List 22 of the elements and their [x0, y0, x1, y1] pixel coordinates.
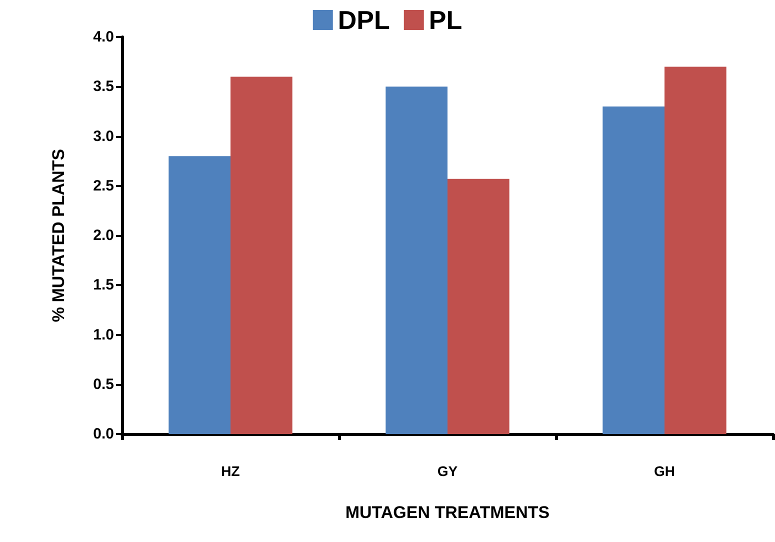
legend-label: DPL	[338, 5, 390, 35]
y-tick-label: 3.0	[93, 128, 114, 145]
y-tick-label: 0.5	[93, 376, 114, 393]
y-tick-label: 2.0	[93, 227, 114, 244]
x-tick-label: GY	[437, 463, 458, 479]
x-axis-title: MUTAGEN TREATMENTS	[345, 503, 550, 522]
y-tick-label: 1.0	[93, 326, 114, 344]
bar	[230, 76, 292, 434]
bar	[664, 66, 726, 434]
bar	[168, 156, 230, 434]
x-tick-label: HZ	[221, 463, 240, 479]
bar	[386, 86, 448, 434]
bar	[448, 178, 510, 434]
y-axis-title: % MUTATED PLANTS	[49, 148, 68, 322]
y-tick-label: 2.5	[93, 177, 114, 194]
x-tick-label: GH	[654, 463, 675, 479]
y-tick-label: 4.0	[93, 28, 114, 46]
y-tick-label: 3.5	[93, 78, 114, 96]
y-tick-label: 1.5	[93, 276, 114, 294]
legend-label: PL	[428, 5, 462, 35]
y-tick-label: 0.0	[93, 426, 114, 442]
bar	[602, 106, 664, 434]
